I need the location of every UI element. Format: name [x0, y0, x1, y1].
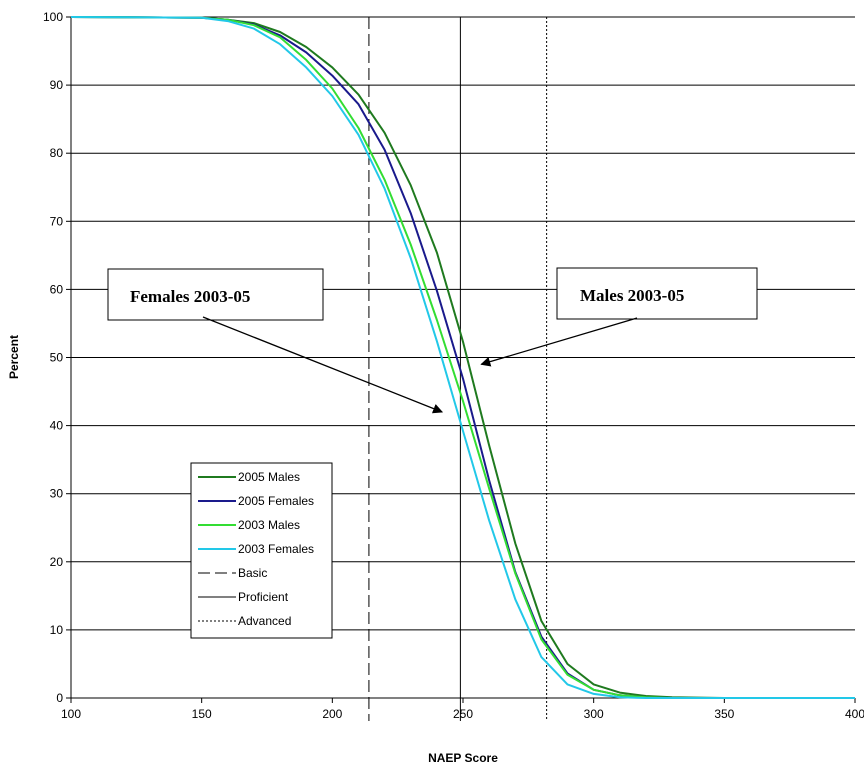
- series-line-2003-females: [70, 16, 855, 699]
- x-tick-label-300: 300: [584, 707, 604, 721]
- legend-box: [190, 462, 333, 639]
- x-tick-label-150: 150: [192, 707, 212, 721]
- series-line-2005-males: [70, 16, 855, 699]
- callout-females-box: [107, 268, 324, 321]
- y-axis-title: Percent: [7, 335, 21, 379]
- y-tick-label-100: 100: [43, 10, 63, 24]
- callout-arrow-1: [480, 317, 638, 367]
- x-axis-title: NAEP Score: [428, 751, 498, 765]
- y-tick-label-40: 40: [50, 419, 64, 433]
- legend-label-4: Basic: [238, 566, 267, 580]
- callout-females: Females 2003-05: [107, 268, 324, 321]
- y-tick-label-20: 20: [50, 555, 64, 569]
- y-tick-label-50: 50: [50, 351, 64, 365]
- x-tick-label-350: 350: [714, 707, 734, 721]
- callout-females-text: Females 2003-05: [130, 287, 250, 306]
- legend-label-0: 2005 Males: [238, 470, 300, 484]
- legend-label-6: Advanced: [238, 614, 291, 628]
- legend: 2005 Males 2005 Females 2003 Males 2003 Fem…: [190, 462, 333, 639]
- series-line-2003-males: [70, 16, 855, 699]
- callout-males-text: Males 2003-05: [580, 286, 684, 305]
- callout-arrows: [202, 316, 638, 414]
- y-tick-label-80: 80: [50, 146, 64, 160]
- x-tick-label-100: 100: [61, 707, 81, 721]
- legend-label-1: 2005 Females: [238, 494, 314, 508]
- legend-label-2: 2003 Males: [238, 518, 300, 532]
- y-tick-label-0: 0: [56, 691, 63, 705]
- x-tick-label-200: 200: [322, 707, 342, 721]
- callout-males-box: [556, 267, 758, 320]
- reference-lines: [368, 17, 548, 721]
- x-tick-label-400: 400: [845, 707, 864, 721]
- y-tick-label-60: 60: [50, 282, 64, 296]
- legend-label-3: 2003 Females: [238, 542, 314, 556]
- y-tick-label-90: 90: [50, 78, 64, 92]
- callout-males: Males 2003-05: [556, 267, 758, 320]
- axes: 0 10 20 30 40 50 60 70 80 90 100 100 150 200 250 300 350…: [43, 10, 864, 721]
- series-lines: [70, 16, 855, 699]
- y-tick-label-10: 10: [50, 623, 64, 637]
- y-tick-label-70: 70: [50, 214, 64, 228]
- x-tick-label-250: 250: [453, 707, 473, 721]
- legend-label-5: Proficient: [238, 590, 289, 604]
- gridlines: [71, 16, 855, 699]
- y-tick-label-30: 30: [50, 487, 64, 501]
- callout-arrow-0: [202, 316, 444, 414]
